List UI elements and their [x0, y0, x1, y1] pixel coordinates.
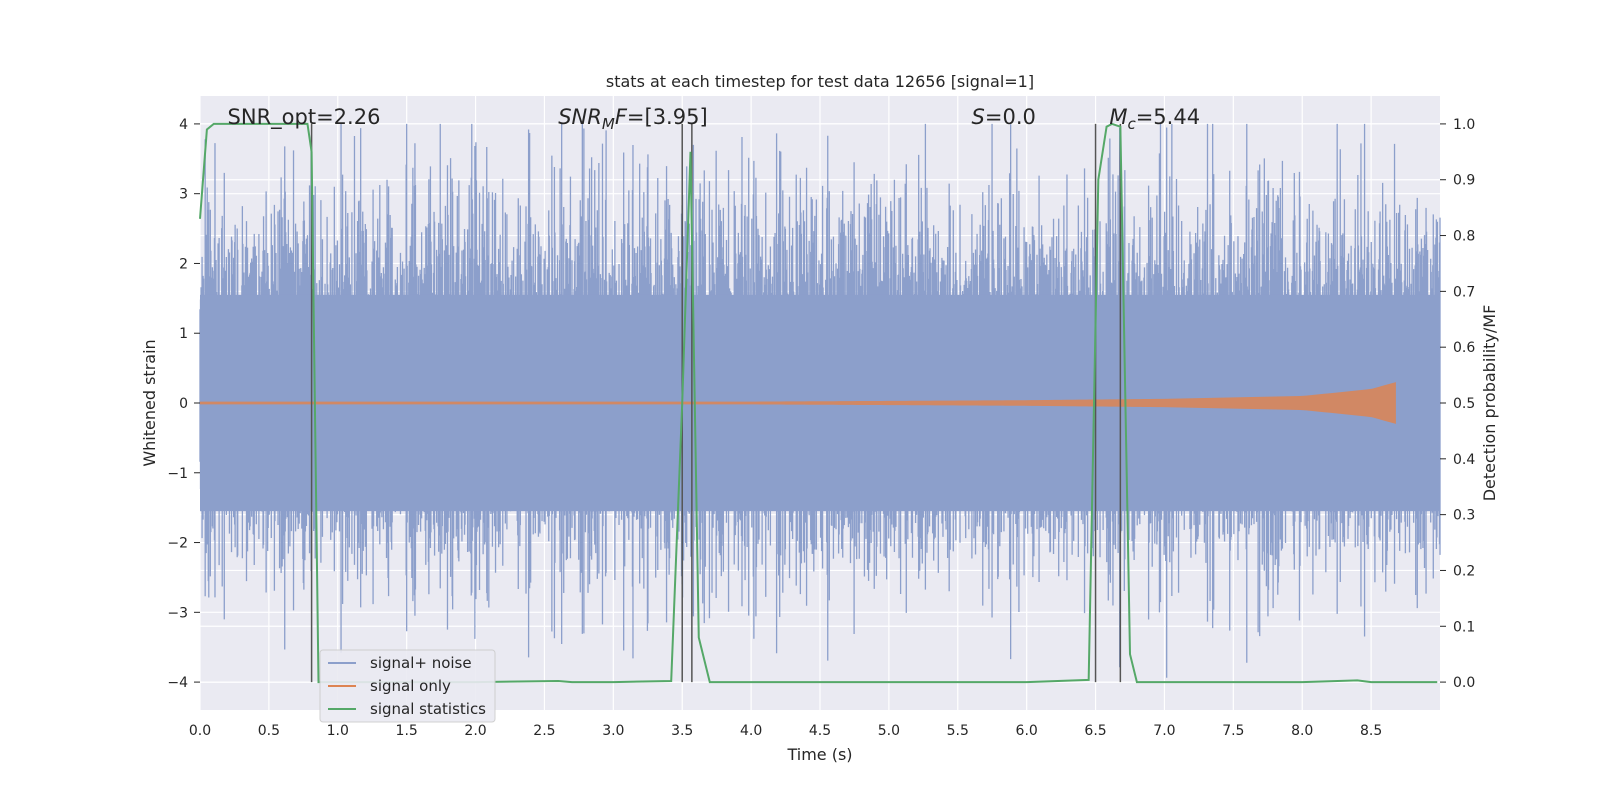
chart-title: stats at each timestep for test data 126… — [606, 72, 1034, 91]
x-axis: 0.0 0.5 1.0 1.5 2.0 2.5 3.0 3.5 4.0 4.5 5.0 5.5 6.0 6… — [189, 723, 1382, 739]
x-tick-label-15: 7.5 — [1222, 723, 1244, 739]
y-left-tick-label-3: −1 — [167, 466, 188, 482]
y-axis-left: −4 −3 −2 −1 0 1 2 3 4 — [167, 117, 200, 691]
x-tick-label-12: 6.0 — [1016, 723, 1038, 739]
x-tick-label-10: 5.0 — [878, 723, 900, 739]
y-axis-left-label: Whitened strain — [140, 339, 159, 466]
y-left-tick-label-5: 1 — [179, 326, 188, 342]
y-left-tick-label-0: −4 — [167, 675, 188, 691]
series-signal-statistics — [199, 122, 1438, 684]
x-tick-label-17: 8.5 — [1360, 723, 1382, 739]
x-tick-label-7: 3.5 — [671, 723, 693, 739]
legend-label-stats: signal statistics — [370, 700, 486, 718]
y-right-tick-label-10: 1.0 — [1453, 117, 1475, 133]
x-tick-label-9: 4.5 — [809, 723, 831, 739]
x-tick-label-16: 8.0 — [1291, 723, 1313, 739]
y-left-tick-label-8: 4 — [179, 117, 188, 133]
y-right-tick-label-1: 0.1 — [1453, 619, 1475, 635]
series-signal-only — [200, 382, 1396, 424]
y-right-tick-label-3: 0.3 — [1453, 508, 1475, 524]
stats-line — [199, 122, 1438, 684]
signal-envelope — [200, 382, 1396, 424]
annotation-2: S=0.0 — [972, 105, 1036, 129]
x-tick-label-14: 7.0 — [1153, 723, 1175, 739]
x-axis-label: Time (s) — [786, 745, 852, 764]
y-left-tick-label-6: 2 — [179, 256, 188, 272]
legend-label-noise: signal+ noise — [370, 654, 472, 672]
y-axis-right-label: Detection probability/MF — [1480, 305, 1499, 502]
y-right-tick-label-6: 0.6 — [1453, 340, 1475, 356]
y-right-tick-label-5: 0.5 — [1453, 396, 1475, 412]
x-tick-label-0: 0.0 — [189, 723, 211, 739]
legend: signal+ noise signal only signal statist… — [319, 649, 496, 723]
x-tick-label-4: 2.0 — [464, 723, 486, 739]
legend-box — [319, 649, 496, 723]
annotation-3: Mc=5.44 — [1109, 105, 1200, 133]
x-tick-label-2: 1.0 — [327, 723, 349, 739]
y-right-tick-label-0: 0.0 — [1453, 675, 1475, 691]
x-tick-label-3: 1.5 — [396, 723, 418, 739]
x-tick-label-13: 6.5 — [1084, 723, 1106, 739]
y-left-tick-label-2: −2 — [167, 536, 188, 552]
x-tick-label-6: 3.0 — [602, 723, 624, 739]
annotation-0: SNR_opt=2.26 — [228, 105, 381, 130]
y-right-tick-label-9: 0.9 — [1453, 173, 1475, 189]
x-tick-label-11: 5.5 — [947, 723, 969, 739]
annotation-1: SNRMF=[3.95] — [558, 105, 707, 133]
y-axis-right: 0.0 0.1 0.2 0.3 0.4 0.5 0.6 0.7 0.8 0.9 1.0 — [1440, 117, 1475, 691]
y-left-tick-label-4: 0 — [179, 396, 188, 412]
y-left-tick-label-1: −3 — [167, 605, 188, 621]
y-right-tick-label-8: 0.8 — [1453, 229, 1475, 245]
annotations: SNR_opt=2.26 SNRMF=[3.95] S=0.0 Mc=5.44 — [228, 105, 1201, 133]
x-tick-label-8: 4.0 — [740, 723, 762, 739]
y-left-tick-label-7: 3 — [179, 187, 188, 203]
x-tick-label-1: 0.5 — [258, 723, 280, 739]
y-right-tick-label-2: 0.2 — [1453, 563, 1475, 579]
y-right-tick-label-7: 0.7 — [1453, 284, 1475, 300]
x-tick-label-5: 2.5 — [533, 723, 555, 739]
y-right-tick-label-4: 0.4 — [1453, 452, 1475, 468]
legend-label-signal: signal only — [370, 677, 451, 695]
